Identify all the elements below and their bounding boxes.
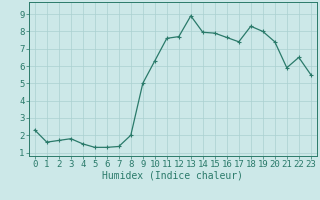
- X-axis label: Humidex (Indice chaleur): Humidex (Indice chaleur): [102, 171, 243, 181]
